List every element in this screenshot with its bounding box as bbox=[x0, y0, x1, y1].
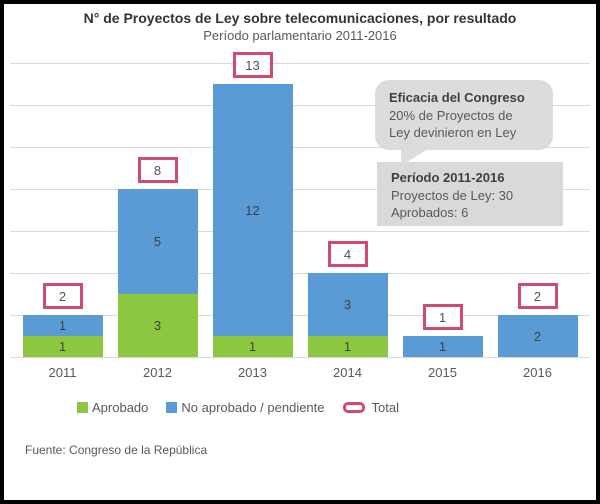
bar-group-2013: 12 1 bbox=[212, 84, 293, 357]
legend-label-no-aprobado: No aprobado / pendiente bbox=[181, 400, 325, 415]
gridline bbox=[10, 315, 590, 316]
aprobado-swatch-icon bbox=[77, 402, 88, 413]
info-box-line: Proyectos de Ley: 30 bbox=[391, 188, 514, 203]
legend-label-total: Total bbox=[371, 400, 399, 415]
axis-label-2014: 2014 bbox=[333, 365, 362, 380]
axis-label-2015: 2015 bbox=[428, 365, 457, 380]
bar-segment-aprobado-2013: 1 bbox=[212, 336, 293, 357]
callout-line: Ley devinieron en Ley bbox=[389, 125, 517, 140]
axis-label-2013: 2013 bbox=[238, 365, 267, 380]
gridline bbox=[10, 189, 590, 190]
no-aprobado-swatch-icon bbox=[166, 402, 178, 413]
bar-segment-no-aprobado-2014: 3 bbox=[307, 273, 388, 336]
info-box-line: Aprobados: 6 bbox=[391, 205, 469, 220]
plot-area: 1 1 2 2011 5 3 8 2012 12 1 13 2013 3 1 4 2014 1 1 2015 2 2 20… bbox=[10, 52, 590, 385]
info-box-title: Período 2011-2016 bbox=[391, 170, 505, 185]
gridline bbox=[10, 357, 590, 358]
total-label-2011: 2 bbox=[42, 283, 83, 309]
gridline bbox=[10, 147, 590, 148]
gridline bbox=[10, 105, 590, 106]
bar-segment-no-aprobado-2015: 1 bbox=[402, 336, 483, 357]
bar-segment-aprobado-2014: 1 bbox=[307, 336, 388, 357]
legend-label-aprobado: Aprobado bbox=[92, 400, 149, 415]
legend-item-no-aprobado: No aprobado / pendiente bbox=[166, 400, 325, 415]
bar-group-2015: 1 bbox=[402, 336, 483, 357]
bar-segment-no-aprobado-2016: 2 bbox=[497, 315, 578, 357]
source-note: Fuente: Congreso de la República bbox=[25, 443, 208, 457]
bar-segment-no-aprobado-2013: 12 bbox=[212, 84, 293, 336]
chart-subtitle: Período parlamentario 2011-2016 bbox=[203, 28, 397, 43]
callout-tail bbox=[401, 147, 431, 166]
total-label-2015: 1 bbox=[422, 304, 463, 330]
chart-title: N° de Proyectos de Ley sobre telecomunic… bbox=[83, 10, 517, 26]
total-label-2016: 2 bbox=[517, 283, 558, 309]
eficacia-callout-bubble: Eficacia del Congreso 20% de Proyectos d… bbox=[375, 80, 553, 150]
legend-item-aprobado: Aprobado bbox=[77, 400, 148, 415]
legend: Aprobado No aprobado / pendiente Total bbox=[77, 400, 399, 415]
total-outline-icon bbox=[342, 402, 365, 413]
periodo-info-box: Período 2011-2016 Proyectos de Ley: 30 A… bbox=[377, 162, 563, 226]
gridline bbox=[10, 231, 590, 232]
total-label-2012: 8 bbox=[137, 157, 178, 183]
total-label-2013: 13 bbox=[232, 52, 273, 78]
callout-line: 20% de Proyectos de bbox=[389, 108, 513, 123]
bar-segment-aprobado-2012: 3 bbox=[117, 294, 198, 357]
axis-label-2012: 2012 bbox=[143, 365, 172, 380]
total-label-2014: 4 bbox=[327, 241, 368, 267]
bar-segment-aprobado-2011: 1 bbox=[22, 336, 103, 357]
callout-title: Eficacia del Congreso bbox=[389, 90, 525, 105]
gridline bbox=[10, 63, 590, 64]
axis-label-2016: 2016 bbox=[523, 365, 552, 380]
bar-segment-no-aprobado-2012: 5 bbox=[117, 189, 198, 294]
legend-item-total: Total bbox=[342, 400, 399, 415]
gridline bbox=[10, 273, 590, 274]
bar-segment-no-aprobado-2011: 1 bbox=[22, 315, 103, 336]
axis-label-2011: 2011 bbox=[48, 365, 77, 380]
bar-group-2016: 2 bbox=[497, 315, 578, 357]
